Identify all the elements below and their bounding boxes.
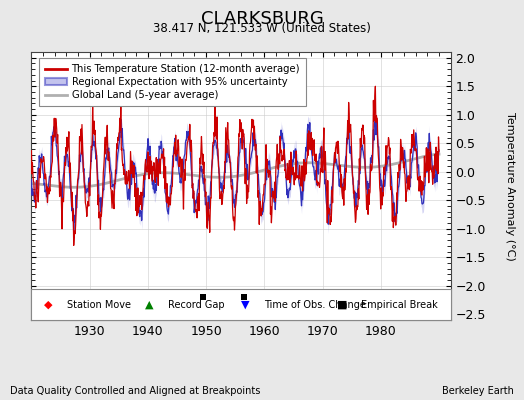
Text: 38.417 N, 121.533 W (United States): 38.417 N, 121.533 W (United States) [153,22,371,35]
Y-axis label: Temperature Anomaly (°C): Temperature Anomaly (°C) [506,112,516,260]
Text: ◆: ◆ [44,300,52,310]
Text: Time of Obs. Change: Time of Obs. Change [264,300,366,310]
Text: Record Gap: Record Gap [168,300,224,310]
Text: Berkeley Earth: Berkeley Earth [442,386,514,396]
Text: Station Move: Station Move [67,300,131,310]
Text: Empirical Break: Empirical Break [361,300,437,310]
Text: CLARKSBURG: CLARKSBURG [201,10,323,28]
Text: ▲: ▲ [145,300,153,310]
FancyBboxPatch shape [31,289,451,320]
Text: ■: ■ [337,300,348,310]
Text: ▼: ▼ [241,300,249,310]
Legend: This Temperature Station (12-month average), Regional Expectation with 95% uncer: This Temperature Station (12-month avera… [39,58,306,106]
Text: Data Quality Controlled and Aligned at Breakpoints: Data Quality Controlled and Aligned at B… [10,386,261,396]
